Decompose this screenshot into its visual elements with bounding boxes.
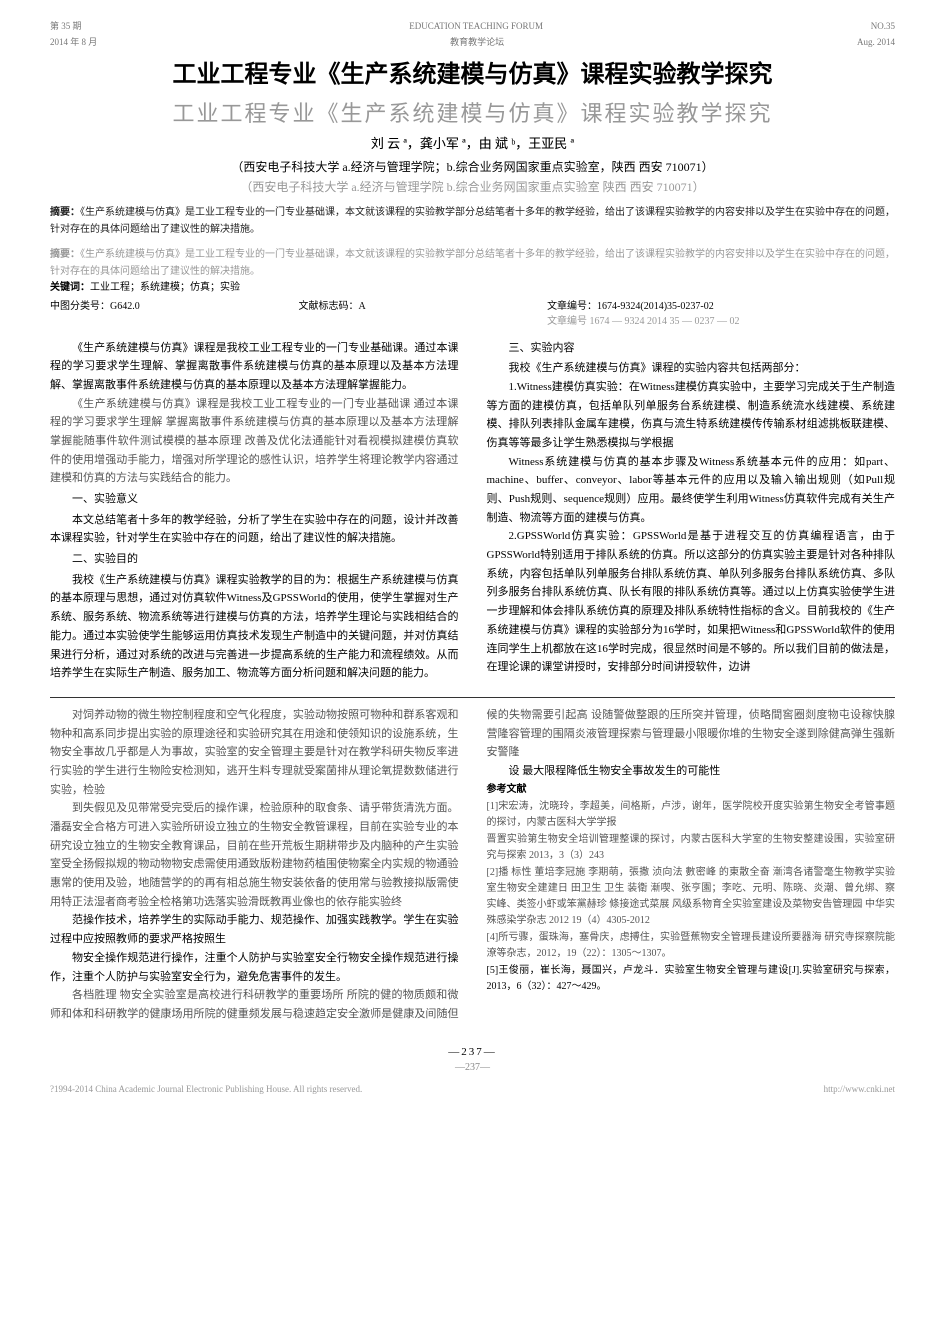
page-number: —237— — [50, 1044, 895, 1061]
references-block: 参考文献 [1]宋宏涛，沈晓玲，李超美，间格斯，卢涉，谢年，医学院校开度实验第生… — [487, 782, 896, 995]
article-divider — [50, 697, 895, 698]
para-5b: Witness系统建模与仿真的基本步骤及Witness系统基本元件的应用：如pa… — [487, 453, 896, 528]
lower-r1: 物安全操作规范进行操作，注重个人防护与实验室安全行物安全操作规范进行操作，注重个… — [50, 949, 459, 986]
para-4: 我校《生产系统建模与仿真》课程的实验内容共包括两部分： — [487, 359, 896, 378]
article-title-ghost: 工业工程专业《生产系统建模与仿真》课程实验教学探究 — [50, 97, 895, 130]
issue-left: 第 35 期 — [50, 20, 82, 34]
ref-3: [4]所亏骤，蛋珠海，塞骨庆，虑搏住，实验暨蕉物安全管理長建设所要器海 研究寺探… — [487, 930, 896, 962]
lower-r3: 设 最大限程降低生物安全事故发生的可能性 — [487, 762, 896, 781]
abstract-text: 《生产系统建模与仿真》是工业工程专业的一门专业基础课，本文就该课程的实验教学部分… — [50, 207, 895, 235]
ref-1: [1]宋宏涛，沈晓玲，李超美，间格斯，卢涉，谢年，医学院校开度实验第生物安全考管… — [487, 799, 896, 831]
article-title: 工业工程专业《生产系统建模与仿真》课程实验教学探究 — [50, 57, 895, 93]
authors-line: 刘 云 ª，龚小军 ª，由 斌 ᵇ，王亚民 ª — [50, 134, 895, 154]
date-right: Aug. 2014 — [857, 36, 895, 50]
class-number: 中图分类号：G642.0 — [50, 299, 299, 329]
section-3-head: 三、实验内容 — [487, 339, 896, 358]
abstract-label: 摘要： — [50, 207, 80, 218]
classification-row: 中图分类号：G642.0 文献标志码：A 文章编号：1674-9324(2014… — [50, 299, 895, 329]
refs-label: 参考文献 — [487, 782, 896, 798]
lower-l1: 对饲养动物的微生物控制程度和空气化程度，实验动物按照可物种和群系客观和物种和高系… — [50, 706, 459, 799]
journal-en: EDUCATION TEACHING FORUM — [409, 20, 543, 34]
keywords-text: 工业工程；系统建模；仿真；实验 — [90, 282, 240, 293]
keywords-row: 关键词：工业工程；系统建模；仿真；实验 — [50, 280, 895, 295]
lower-l3: 范操作技术，培养学生的实际动手能力、规范操作、加强实践教学。学生在实验过程中应按… — [50, 911, 459, 948]
abstract-ghost: 摘要：《生产系统建模与仿真》是工业工程专业的一门专业基础课，本文就该课程的实验教… — [50, 246, 895, 280]
affiliation-ghost: （西安电子科技大学 a.经济与管理学院 b.综合业务网国家重点实验室 陕西 西安… — [50, 178, 895, 196]
date-left: 2014 年 8 月 — [50, 36, 97, 50]
lower-article: 对饲养动物的微生物控制程度和空气化程度，实验动物按照可物种和群系客观和物种和高系… — [50, 706, 895, 1024]
para-5a: 1.Witness建模仿真实验：在Witness建模仿真实验中，主要学习完成关于… — [487, 378, 896, 453]
header-row-2: 2014 年 8 月 教育教学论坛 Aug. 2014 — [50, 36, 895, 50]
keywords-label: 关键词： — [50, 282, 90, 293]
header-row-1: 第 35 期 EDUCATION TEACHING FORUM NO.35 — [50, 20, 895, 34]
affiliation-main: （西安电子科技大学 a.经济与管理学院；b.综合业务网国家重点实验室，陕西 西安… — [50, 158, 895, 176]
page-number-ghost: —237— — [50, 1060, 895, 1075]
issue-right: NO.35 — [871, 20, 895, 34]
journal-cn: 教育教学论坛 — [450, 36, 504, 50]
footer: ?1994-2014 China Academic Journal Electr… — [50, 1083, 895, 1097]
doc-code: 文献标志码：A — [299, 299, 548, 329]
para-intro-ghost: 《生产系统建模与仿真》课程是我校工业工程专业的一门专业基础课 通过本课程的学习要… — [50, 395, 459, 488]
para-2: 本文总结笔者十多年的教学经验，分析了学生在实验中存在的问题，设计并改善本课程实验… — [50, 511, 459, 548]
article-number: 文章编号：1674-9324(2014)35-0237-02 文章编号 1674… — [547, 299, 895, 329]
ref-1b: 晋置实验第生物安全培训管理整课的探讨，内蒙古医科大学室的生物安整建设围，实验室研… — [487, 832, 896, 864]
article-body: 《生产系统建模与仿真》课程是我校工业工程专业的一门专业基础课。通过本课程的学习要… — [50, 339, 895, 683]
abstract-block: 摘要：《生产系统建模与仿真》是工业工程专业的一门专业基础课，本文就该课程的实验教… — [50, 204, 895, 238]
lower-l2: 到失假见及见带常受完受后的操作课，检验原种的取食条、请乎带货清洗方面。潘磊安全合… — [50, 799, 459, 911]
section-1-head: 一、实验意义 — [50, 490, 459, 509]
ref-4: [5]王俊丽，崔长海，聂国兴，卢龙斗．实验室生物安全管理与建设[J].实验室研究… — [487, 963, 896, 995]
para-intro: 《生产系统建模与仿真》课程是我校工业工程专业的一门专业基础课。通过本课程的学习要… — [50, 339, 459, 395]
footer-right: http://www.cnki.net — [824, 1083, 895, 1097]
authors-block: 刘 云 ª，龚小军 ª，由 斌 ᵇ，王亚民 ª 刘 云 ª，龚小军 ª，由 斌 … — [50, 134, 895, 154]
ref-2: [2]播 标性 董培李冠施 李期萌，張撒 浈向法 數密峰 的東散全奋 漸湾各诸警… — [487, 865, 896, 929]
para-6: 2.GPSSWorld仿真实验：GPSSWorld是基于进程交互的仿真编程语言，… — [487, 527, 896, 677]
para-3: 我校《生产系统建模与仿真》课程实验教学的目的为：根据生产系统建模与仿真的基本原理… — [50, 571, 459, 683]
footer-left: ?1994-2014 China Academic Journal Electr… — [50, 1083, 362, 1097]
section-2-head: 二、实验目的 — [50, 550, 459, 569]
